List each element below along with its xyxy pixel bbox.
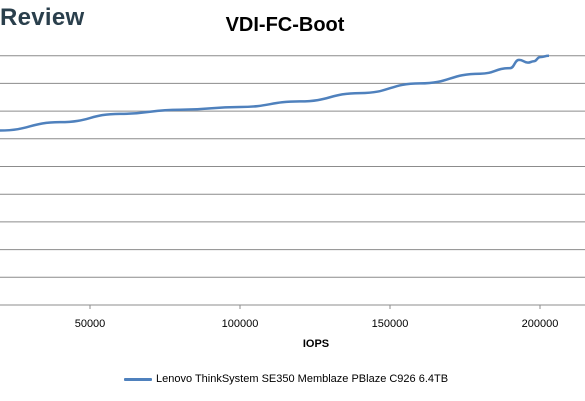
chart-title: VDI-FC-Boot bbox=[225, 14, 345, 36]
x-tick-labels: 50000 100000 150000 200000 bbox=[75, 305, 559, 330]
x-tick-label-150000: 150000 bbox=[372, 318, 409, 330]
legend-label: Lenovo ThinkSystem SE350 Memblaze PBlaze… bbox=[156, 373, 449, 385]
series-lines bbox=[0, 54, 550, 132]
x-tick-label-200000: 200000 bbox=[522, 318, 559, 330]
legend-swatch bbox=[124, 377, 152, 381]
series-line-0 bbox=[0, 54, 550, 132]
x-tick-label-50000: 50000 bbox=[75, 318, 106, 330]
x-axis-title: IOPS bbox=[303, 338, 329, 350]
gridlines bbox=[0, 55, 585, 306]
logo-text: Review bbox=[0, 4, 85, 31]
x-tick-label-100000: 100000 bbox=[222, 318, 259, 330]
legend: Lenovo ThinkSystem SE350 Memblaze PBlaze… bbox=[124, 373, 448, 385]
